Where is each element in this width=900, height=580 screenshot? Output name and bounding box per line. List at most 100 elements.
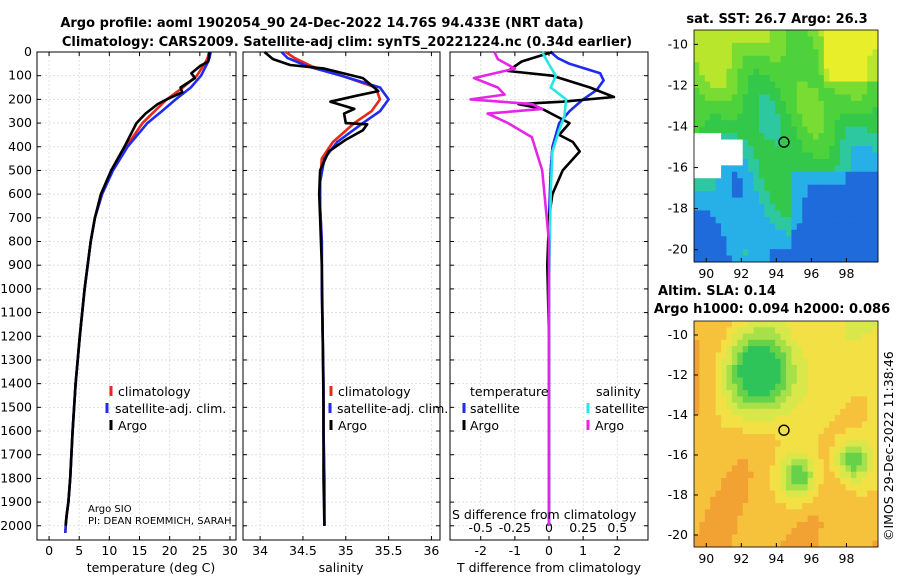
map-cell — [737, 191, 744, 199]
map-cell — [845, 490, 852, 498]
map-cell — [807, 242, 814, 250]
map-cell — [796, 62, 803, 70]
map-cell — [850, 383, 857, 391]
map-cell — [715, 171, 722, 179]
map-cell — [748, 100, 755, 108]
map-cell — [786, 107, 792, 115]
map-cell — [807, 113, 814, 121]
map-cell — [796, 484, 803, 491]
depth-tick-label: 1300 — [0, 352, 32, 367]
map-cell — [694, 197, 700, 205]
map-cell — [818, 236, 825, 244]
map-cell — [834, 477, 841, 485]
map-cell — [737, 440, 744, 448]
map-cell — [845, 62, 852, 70]
map-cell — [813, 165, 819, 173]
map-cell — [699, 377, 706, 385]
map-cell — [731, 204, 738, 211]
map-cell — [791, 133, 798, 141]
map-cell — [823, 371, 830, 378]
map-cell — [748, 42, 755, 50]
map-cell — [775, 515, 782, 523]
map-cell — [748, 327, 755, 335]
map-cell — [840, 75, 847, 83]
map-cell — [829, 321, 836, 328]
map-cell — [694, 88, 700, 95]
map-cell — [780, 515, 787, 523]
map-cell — [742, 62, 749, 70]
map-cell — [802, 236, 809, 244]
map-cell — [780, 178, 787, 186]
map-cell — [721, 515, 727, 523]
map-cell — [818, 139, 825, 147]
map-cell — [850, 540, 857, 548]
map-cell — [850, 515, 857, 523]
map-cell — [834, 459, 841, 466]
map-cell — [786, 223, 792, 231]
map-cell — [769, 471, 776, 479]
map-cell — [769, 139, 776, 147]
map-cell — [758, 352, 765, 360]
map-cell — [802, 94, 809, 102]
map-cell — [731, 81, 738, 89]
map-cell — [813, 521, 819, 529]
map-cell — [742, 184, 749, 192]
map-cell — [715, 88, 722, 95]
map-cell — [704, 158, 711, 166]
map-cell — [856, 30, 863, 37]
map-cell — [742, 75, 749, 83]
map-cell — [823, 490, 830, 498]
map-cell — [786, 68, 792, 76]
map-cell — [872, 452, 879, 460]
map-cell — [769, 459, 776, 466]
map-cell — [845, 540, 852, 548]
map-cell — [721, 88, 727, 95]
map-cell — [726, 358, 733, 366]
map-cell — [813, 408, 819, 416]
map-cell — [807, 210, 814, 218]
map-cell — [861, 68, 868, 76]
map-cell — [758, 364, 765, 372]
map-cell — [850, 133, 857, 141]
map-cell — [796, 446, 803, 454]
map-cell — [731, 540, 738, 548]
map-cell — [856, 42, 863, 50]
map-cell — [726, 191, 733, 199]
map-cell — [802, 528, 809, 535]
map-cell — [753, 446, 760, 454]
map-cell — [694, 107, 700, 115]
map-cell — [753, 30, 760, 37]
map-cell — [721, 210, 727, 218]
map-cell — [796, 377, 803, 385]
map-cell — [694, 36, 700, 44]
map-cell — [721, 390, 727, 397]
map-cell — [748, 178, 755, 186]
x-tick-label: 2 — [613, 543, 621, 558]
map-cell — [834, 68, 841, 76]
map-cell — [737, 249, 744, 257]
map-cell — [753, 204, 760, 211]
map-cell — [726, 178, 733, 186]
map-cell — [856, 68, 863, 76]
map-cell — [726, 133, 733, 141]
map-cell — [786, 184, 792, 192]
map-cell — [737, 210, 744, 218]
map-cell — [856, 358, 863, 366]
map-cell — [867, 42, 874, 50]
map-cell — [769, 229, 776, 237]
map-cell — [769, 540, 776, 548]
map-cell — [726, 113, 733, 121]
map-cell — [834, 49, 841, 57]
map-cell — [818, 515, 825, 523]
map-cell — [840, 327, 847, 335]
map-cell — [704, 120, 711, 128]
map-cell — [872, 113, 879, 121]
map-cell — [764, 321, 771, 328]
map-cell — [748, 49, 755, 57]
map-cell — [872, 197, 879, 205]
map-cell — [786, 390, 792, 397]
argo-position-marker — [778, 424, 790, 436]
map-cell — [796, 408, 803, 416]
map-cell — [748, 515, 755, 523]
map-cell — [742, 171, 749, 179]
